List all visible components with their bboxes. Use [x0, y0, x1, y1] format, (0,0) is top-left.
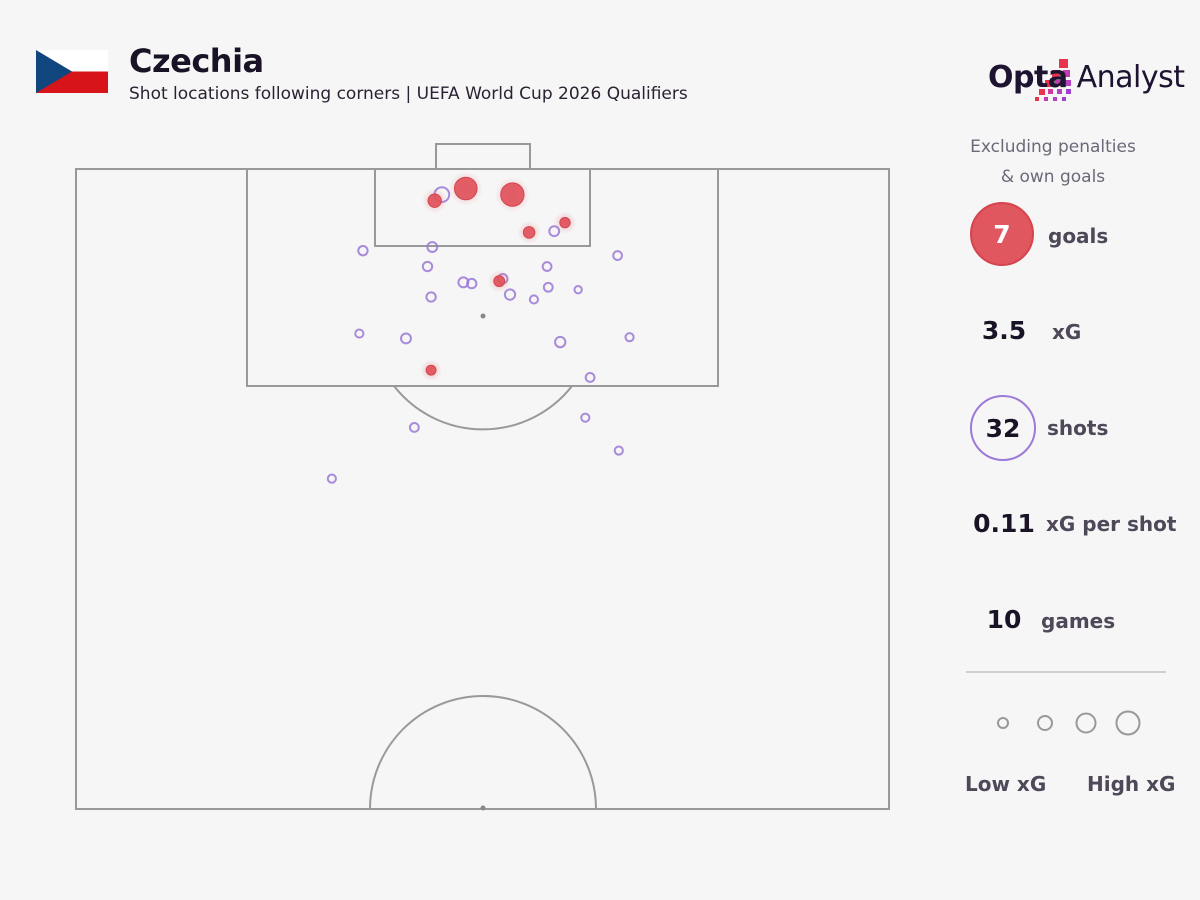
legend-circle-4: [1115, 710, 1141, 736]
shots-value: 32: [970, 395, 1036, 461]
opta-logo-icon: [1035, 59, 1071, 101]
shot-point-10: [425, 291, 437, 303]
goal-point-4: [522, 226, 536, 239]
legend-low-label: Low xG: [965, 772, 1047, 796]
czechia-flag: [36, 50, 108, 93]
six-yard-box: [374, 168, 591, 247]
shot-point-22: [408, 422, 420, 433]
goal-point-2: [453, 176, 478, 201]
shot-point-24: [326, 473, 337, 484]
shot-point-7: [466, 277, 478, 290]
shot-point-3: [357, 244, 369, 257]
shot-point-16: [354, 328, 365, 339]
games-value: 10: [986, 605, 1022, 634]
legend-circle-1: [997, 717, 1009, 729]
shot-point-20: [584, 372, 596, 383]
legend-circle-2: [1037, 715, 1053, 731]
chart-title: Czechia: [129, 42, 264, 80]
shot-point-15: [612, 250, 624, 261]
xg-label: xG: [1052, 320, 1082, 344]
shot-point-13: [528, 294, 539, 305]
shot-point-4: [426, 241, 439, 253]
center-circle: [369, 695, 597, 810]
penalty-arc: [393, 385, 573, 431]
brand-name-regular: Analyst: [1067, 60, 1185, 95]
goal-point-6: [493, 275, 506, 288]
note-line1: Excluding penalties: [970, 137, 1136, 157]
pitch-outline: [75, 168, 890, 810]
shot-point-6: [457, 276, 470, 289]
goals-layer: [420, 171, 577, 382]
legend-high-label: High xG: [1087, 772, 1176, 796]
pitch-lines: [75, 143, 890, 810]
legend-circle-3: [1075, 712, 1097, 734]
shot-point-21: [580, 412, 591, 423]
shot-point-18: [554, 335, 567, 349]
shot-point-5: [421, 260, 434, 273]
center-spot: [480, 805, 486, 811]
shot-point-19: [624, 332, 635, 343]
divider: [966, 671, 1166, 673]
shot-point-17: [400, 332, 412, 345]
pitch: [75, 143, 890, 811]
note-line2: & own goals: [1000, 167, 1106, 187]
brand-name-bold: Opta: [988, 60, 1068, 95]
goal-point-1: [427, 193, 442, 208]
shot-point-14: [573, 284, 583, 295]
shot-point-11: [541, 261, 553, 272]
xg-per-shot-label: xG per shot: [1046, 512, 1177, 536]
goals-label: goals: [1048, 224, 1109, 248]
shot-point-12: [542, 281, 554, 293]
penalty-box: [246, 168, 719, 387]
shot-point-9: [503, 288, 517, 301]
shots-label: shots: [1047, 416, 1109, 440]
goal-point-7: [425, 364, 437, 376]
shots-layer: [326, 186, 635, 484]
games-label: games: [1041, 609, 1116, 633]
goal-point-5: [559, 216, 571, 229]
chart-subtitle: Shot locations following corners | UEFA …: [129, 84, 688, 104]
xg-per-shot-value: 0.11: [973, 509, 1035, 538]
xg-size-legend: [997, 710, 1141, 736]
shot-point-23: [613, 445, 624, 456]
brand-name: Opta Analyst: [988, 60, 1185, 95]
goal: [435, 143, 531, 170]
penalty-spot: [480, 313, 486, 319]
xg-value: 3.5: [981, 316, 1027, 345]
goals-value: 7: [970, 202, 1034, 266]
goal-point-3: [500, 182, 525, 207]
